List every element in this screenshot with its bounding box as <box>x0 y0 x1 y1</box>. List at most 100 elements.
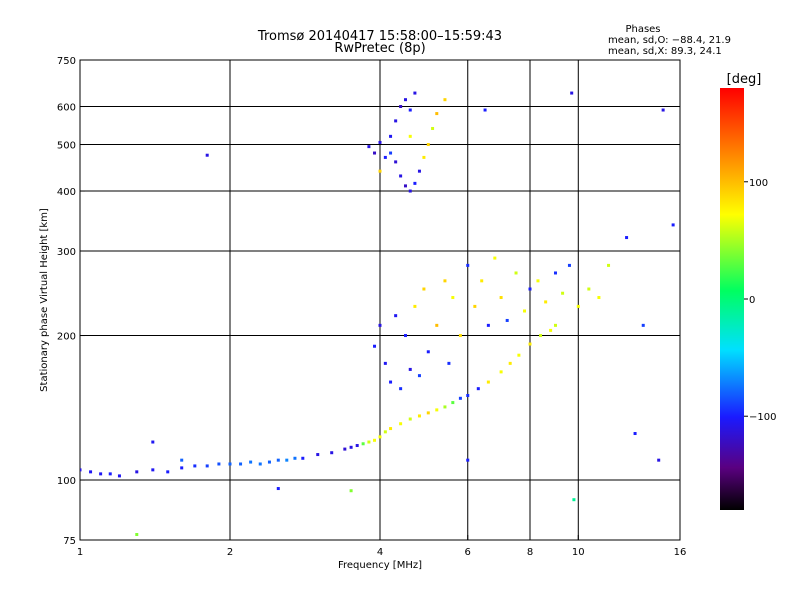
data-point <box>378 140 382 144</box>
chart-title: Tromsø 20140417 15:58:00–15:59:43 <box>257 29 502 44</box>
data-point <box>399 105 403 109</box>
x-tick-label: 2 <box>227 547 233 558</box>
data-point <box>349 489 353 493</box>
data-point <box>539 334 543 338</box>
data-point <box>389 427 393 431</box>
data-point <box>528 342 532 346</box>
data-point <box>99 472 103 476</box>
data-point <box>276 458 280 462</box>
data-point <box>426 411 430 415</box>
data-point <box>378 169 382 173</box>
data-point <box>166 470 170 474</box>
data-point <box>349 445 353 449</box>
data-point <box>383 361 387 365</box>
data-point <box>180 466 184 470</box>
data-point <box>355 444 359 448</box>
data-point <box>180 458 184 462</box>
data-point <box>383 155 387 159</box>
data-point <box>285 458 289 462</box>
data-point <box>483 108 487 112</box>
data-point <box>228 462 232 466</box>
data-point <box>389 151 393 155</box>
x-tick-label: 16 <box>674 547 687 558</box>
data-point <box>151 468 155 472</box>
data-point <box>443 279 447 283</box>
data-point <box>661 108 665 112</box>
data-point <box>641 323 645 327</box>
data-point <box>486 323 490 327</box>
data-point <box>108 472 112 476</box>
y-axis: 75 100 200 300 400 500 600 750 <box>57 56 85 547</box>
data-point <box>80 468 82 472</box>
y-tick-label: 400 <box>57 187 76 198</box>
data-point <box>570 91 574 95</box>
data-point <box>493 256 497 260</box>
data-point <box>426 143 430 147</box>
x-tick-label: 6 <box>465 547 471 558</box>
data-point <box>403 98 407 102</box>
data-point <box>466 394 470 398</box>
data-point <box>403 184 407 188</box>
data-point <box>499 370 503 374</box>
data-point <box>383 430 387 434</box>
data-point <box>476 387 480 391</box>
data-point <box>316 453 320 457</box>
data-point <box>394 119 398 123</box>
data-point <box>205 153 209 157</box>
data-point <box>403 334 407 338</box>
colorbar-tick-label: −100 <box>749 412 776 423</box>
data-point <box>447 361 451 365</box>
data-point <box>408 417 412 421</box>
data-point <box>426 350 430 354</box>
data-point <box>576 304 580 308</box>
data-point <box>367 145 371 149</box>
stats-title: Phases <box>625 24 660 35</box>
colorbar-tick-label: 0 <box>749 295 755 306</box>
data-point <box>417 169 421 173</box>
data-point <box>671 223 675 227</box>
data-point <box>443 405 447 409</box>
data-point <box>205 464 209 468</box>
data-point <box>135 533 139 537</box>
data-point <box>378 323 382 327</box>
data-point <box>486 380 490 384</box>
data-point <box>399 174 403 178</box>
data-point <box>572 498 576 502</box>
data-point <box>466 263 470 267</box>
data-point <box>499 296 503 300</box>
data-point <box>135 470 139 474</box>
data-point <box>458 334 462 338</box>
x-tick-label: 10 <box>572 547 585 558</box>
data-point <box>408 367 412 371</box>
data-point <box>301 456 305 460</box>
data-point <box>408 134 412 138</box>
data-point <box>89 470 93 474</box>
data-point <box>553 271 557 275</box>
data-point <box>373 344 377 348</box>
data-point <box>399 422 403 426</box>
data-point <box>293 456 297 460</box>
y-axis-title: Stationary phase Virtual Height [km] <box>39 208 50 392</box>
y-tick-label: 750 <box>57 56 76 67</box>
x-axis: 1 2 4 6 8 10 16 <box>77 535 687 558</box>
data-point <box>633 432 637 436</box>
y-tick-label: 75 <box>63 536 76 547</box>
y-tick-label: 100 <box>57 476 76 487</box>
chart-subtitle: RwPretec (8p) <box>334 41 425 56</box>
data-point <box>528 287 532 291</box>
x-tick-label: 8 <box>527 547 533 558</box>
data-point <box>343 447 347 451</box>
data-points <box>80 91 675 537</box>
data-point <box>408 189 412 193</box>
data-point <box>435 112 439 116</box>
data-point <box>413 304 417 308</box>
data-point <box>276 487 280 491</box>
data-point <box>267 460 271 464</box>
data-point <box>389 134 393 138</box>
stats-line-o: mean, sd,O: −88.4, 21.9 <box>608 35 731 46</box>
stats-line-x: mean, sd,X: 89.3, 24.1 <box>608 46 722 57</box>
data-point <box>394 160 398 164</box>
y-tick-label: 300 <box>57 247 76 258</box>
colorbar <box>720 88 744 510</box>
